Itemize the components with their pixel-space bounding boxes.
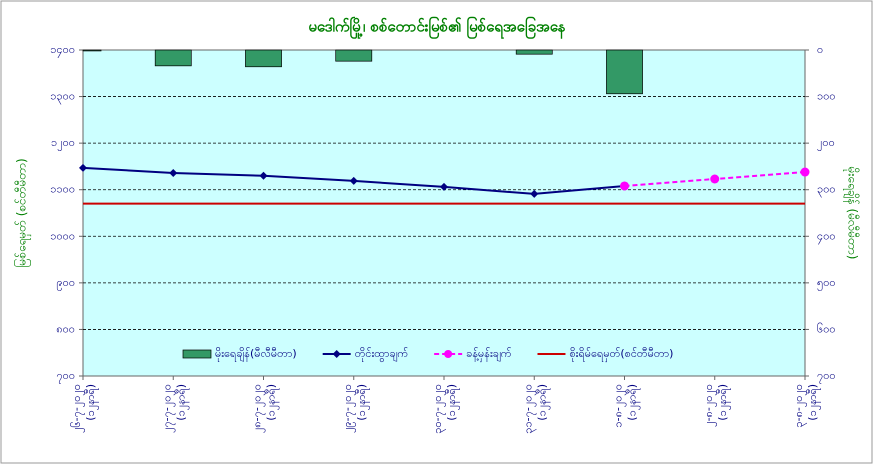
y-tick-label: ၁၃၀၀ [50,90,75,105]
legend-swatch [182,349,212,359]
bar [335,49,373,62]
point [530,189,539,198]
y2-tick-label: ၅၀၀ [817,276,836,291]
y-tick-label: ၁၄၀၀ [50,43,75,58]
x-tick-note: (၁၂နာရီ) [265,384,280,421]
point [79,163,87,172]
legend-marker [444,350,453,358]
y-tick-label: ၁၂၀၀ [51,136,75,151]
x-tick-note: (၁၂နာရီ) [806,384,821,421]
bar [245,49,282,68]
y2-tick-label: ၆၀၀ [817,322,836,335]
y2-tick-label: ၀ [817,43,823,56]
legend-marker [332,350,341,358]
plot-area [82,49,806,377]
y2-tick-label: ၃၀၀ [817,183,836,198]
y-axis-label: မြစ်ရေမှတ် (စင်တီမီတာ) [13,158,32,267]
bar [82,49,102,52]
point [259,171,268,180]
point [800,167,810,177]
x-tick-label: ၂-၈-၂၀၂၀ [702,384,717,427]
point [710,174,720,184]
x-tick-note: (၁၂နာရီ) [174,384,189,421]
legend-label: တိုင်းထွာချက် [355,347,409,362]
x-tick-label: ၃-၈-၂၀၂၀ [792,384,807,428]
legend-label: စိုးရိမ်ရေမှတ်(စင်တီမီတာ) [569,347,673,362]
y2-tick-label: ၁၀၀ [817,90,836,103]
legend-label: ခန့်မှန်းချက် [466,347,512,362]
x-tick-note: (၁၂နာရီ) [716,384,731,421]
x-tick-note: (၁၂နာရီ) [626,384,641,421]
x-tick-label: ၁-၈-၂၀၂၀ [612,384,627,428]
x-tick-note: (၁၂နာရီ) [445,384,460,421]
x-tick-note: (၁၂နာရီ) [355,384,370,421]
bar [154,49,192,67]
x-tick-label: ၃၁-၇-၂၀၂၀ [521,384,536,434]
point [169,168,178,177]
y-tick-label: ၁၁၀၀ [50,183,75,196]
bar [515,49,553,55]
x-tick-label: ၂၉-၇-၂၀၂၀ [341,384,356,433]
point [620,181,629,191]
point [440,182,448,191]
y-tick-label: ၇၀၀ [56,369,75,384]
x-tick-label: ၂၈-၇-၂၀၂၀ [251,384,266,433]
y2-axis-label: မိုးရေချိန် (မီလီမီတာ) [843,167,861,260]
x-tick-label: ၂၇-၇-၂၀၂၀ [160,384,175,433]
y-tick-label: ၉၀၀ [56,276,75,291]
x-tick-label: ၃၀-၇-၂၀၂၀ [431,384,446,434]
x-tick-note: (၁၂နာရီ) [84,384,99,421]
x-tick-note: (၁၂နာရီ) [535,384,550,421]
point [349,176,358,185]
x-tick-label: ၂၆-၇-၂၀၂၀ [70,384,85,433]
y-tick-label: ၈၀၀ [56,322,75,335]
legend-label: မိုးရေချိန်(မီလီမီတာ) [215,347,297,362]
y2-tick-label: ၄၀၀ [817,229,836,244]
bar [606,49,643,95]
y2-tick-label: ၇၀၀ [817,369,836,384]
y-tick-label: ၁၀၀၀ [50,229,75,242]
y2-tick-label: ၂၀၀ [817,136,835,151]
